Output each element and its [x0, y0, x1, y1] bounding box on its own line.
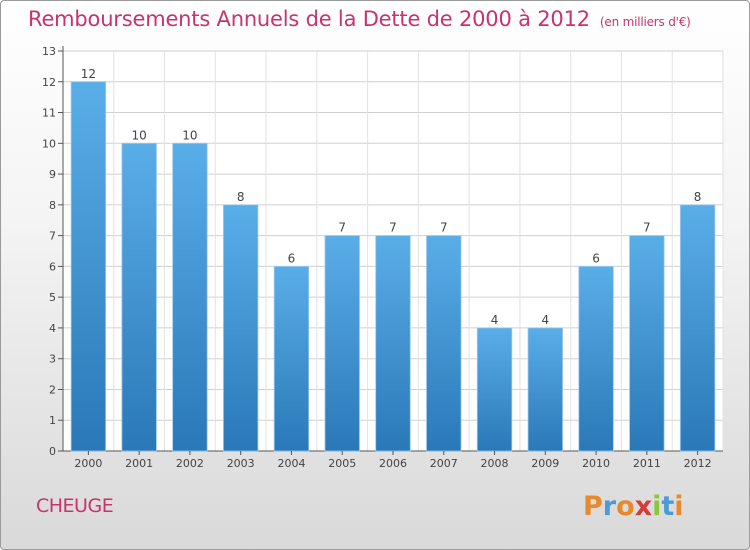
data-label: 4 [491, 313, 499, 327]
chart-title: Remboursements Annuels de la Dette de 20… [28, 7, 691, 31]
logo-letter: i [652, 491, 662, 522]
y-tick-label: 11 [42, 107, 56, 120]
bar [375, 235, 411, 452]
data-label: 8 [694, 190, 702, 204]
bar [578, 265, 614, 452]
bar [121, 142, 157, 452]
y-tick-label: 1 [49, 414, 56, 427]
data-label: 4 [541, 313, 549, 327]
logo-letter: P [583, 491, 603, 522]
data-label: 7 [643, 221, 651, 235]
data-label: 12 [81, 67, 96, 81]
place-name: CHEUGE [36, 495, 114, 517]
x-tick-label: 2009 [531, 457, 559, 470]
logo-letter: t [661, 491, 675, 522]
bar [70, 81, 107, 452]
chart-subtitle: (en milliers d'€) [599, 15, 691, 29]
data-label: 7 [338, 221, 346, 235]
data-label: 8 [237, 190, 245, 204]
bar [324, 235, 360, 452]
bar [527, 327, 563, 452]
proxiti-logo: Proxiti [583, 491, 684, 522]
y-tick-label: 13 [42, 45, 56, 58]
chart-title-text: Remboursements Annuels de la Dette de 20… [28, 7, 590, 31]
logo-letter: x [634, 491, 653, 522]
bar [223, 204, 259, 452]
x-tick-label: 2003 [227, 457, 255, 470]
data-label: 6 [288, 251, 296, 265]
bar [629, 235, 665, 452]
bar [679, 204, 716, 452]
data-label: 7 [440, 221, 448, 235]
y-tick-label: 4 [49, 322, 56, 335]
x-tick-label: 2004 [277, 457, 305, 470]
x-tick-label: 2002 [176, 457, 204, 470]
data-label: 10 [182, 128, 197, 142]
x-tick-label: 2011 [633, 457, 661, 470]
x-tick-label: 2010 [582, 457, 610, 470]
y-tick-label: 3 [49, 353, 56, 366]
x-tick-label: 2005 [328, 457, 356, 470]
x-tick-label: 2001 [125, 457, 153, 470]
y-tick-label: 7 [49, 230, 56, 243]
bar [476, 327, 513, 452]
y-tick-label: 0 [49, 445, 56, 458]
y-tick-label: 8 [49, 199, 56, 212]
bar [273, 265, 310, 452]
data-label: 6 [592, 251, 600, 265]
data-label: 10 [132, 128, 147, 142]
x-tick-label: 2012 [684, 457, 712, 470]
y-tick-label: 9 [49, 168, 56, 181]
y-tick-label: 10 [42, 137, 56, 150]
y-tick-label: 5 [49, 291, 56, 304]
logo-letter: r [602, 491, 617, 522]
bar [172, 142, 208, 452]
logo-letter: o [616, 491, 635, 522]
x-tick-label: 2007 [430, 457, 458, 470]
y-tick-label: 6 [49, 260, 56, 273]
data-label: 7 [389, 221, 397, 235]
x-tick-label: 2008 [481, 457, 509, 470]
y-tick-label: 2 [49, 383, 56, 396]
y-tick-label: 12 [42, 76, 56, 89]
logo-letter: i [674, 491, 684, 522]
x-tick-label: 2006 [379, 457, 407, 470]
x-tick-label: 2000 [74, 457, 102, 470]
bar [426, 235, 462, 452]
